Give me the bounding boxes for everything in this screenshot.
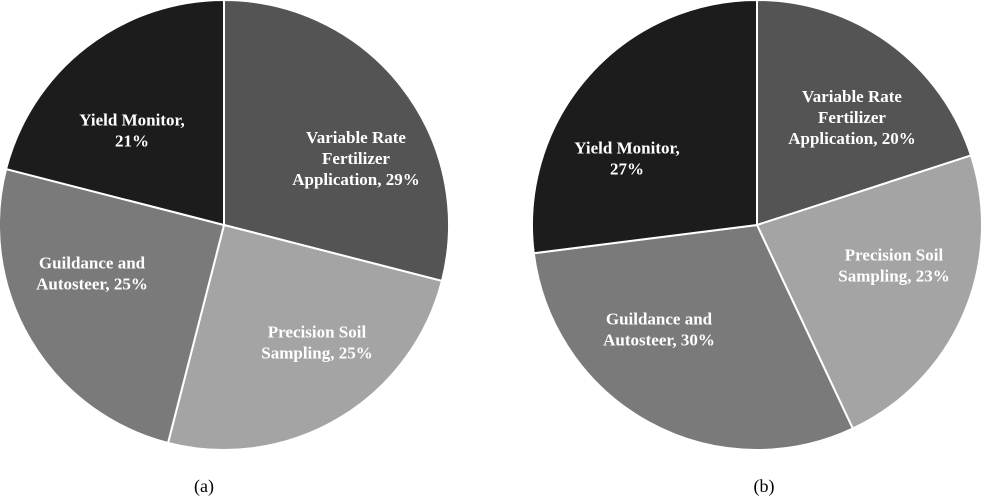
slice-label-line: Yield Monitor,: [79, 111, 184, 130]
slice-label-precision-soil-sampling: Precision Soil Sampling, 25%: [261, 323, 372, 363]
caption-b: (b): [754, 476, 775, 497]
pie-slice-yield-monitor: [4, 0, 225, 227]
pie-slice-variable-rate-fertilizer-application: [756, 0, 973, 227]
pie-chart-a: Variable Rate Fertilizer Application, 29% P…: [0, 0, 450, 451]
slice-label-variable-rate-fertilizer-application: Variable Rate Fertilizer Application, 20%: [788, 87, 916, 148]
slice-label-line: Fertilizer: [818, 108, 886, 127]
slice-label-line: 21%: [115, 132, 149, 151]
caption-a: (a): [194, 476, 214, 497]
slice-label-line: Autosteer, 30%: [603, 331, 715, 350]
slice-label-yield-monitor: Yield Monitor, 21%: [79, 111, 184, 151]
slice-label-yield-monitor: Yield Monitor, 27%: [574, 139, 679, 179]
pie-slice-guildance-and-autosteer: [532, 223, 855, 452]
slice-label-line: 27%: [610, 160, 644, 179]
slice-label-line: Application, 20%: [788, 129, 916, 148]
slice-label-line: Sampling, 23%: [838, 267, 949, 286]
slice-label-line: Variable Rate: [306, 128, 406, 147]
slice-label-guildance-and-autosteer: Guildance and Autosteer, 30%: [603, 310, 715, 350]
slice-label-line: Precision Soil: [268, 323, 367, 342]
pie-slice-precision-soil-sampling: [755, 154, 983, 430]
slice-label-line: Variable Rate: [802, 87, 902, 106]
slice-label-line: Yield Monitor,: [574, 139, 679, 158]
pie-slice-guildance-and-autosteer: [0, 167, 226, 445]
slice-label-precision-soil-sampling: Precision Soil Sampling, 23%: [838, 246, 949, 286]
slice-label-line: Precision Soil: [845, 246, 944, 265]
slice-label-line: Sampling, 25%: [261, 344, 372, 363]
slice-label-variable-rate-fertilizer-application: Variable Rate Fertilizer Application, 29%: [292, 128, 420, 189]
pie-chart-b: Variable Rate Fertilizer Application, 20% P…: [531, 0, 983, 452]
slice-label-line: Application, 29%: [292, 170, 420, 189]
pie-slice-variable-rate-fertilizer-application: [223, 0, 450, 283]
pie-slice-yield-monitor: [531, 0, 758, 255]
slice-label-guildance-and-autosteer: Guildance and Autosteer, 25%: [36, 254, 148, 294]
pie-slice-precision-soil-sampling: [166, 223, 444, 451]
slice-label-line: Autosteer, 25%: [36, 275, 148, 294]
slice-label-line: Guildance and: [39, 254, 146, 273]
slice-label-line: Fertilizer: [322, 149, 390, 168]
slice-label-line: Guildance and: [606, 310, 713, 329]
